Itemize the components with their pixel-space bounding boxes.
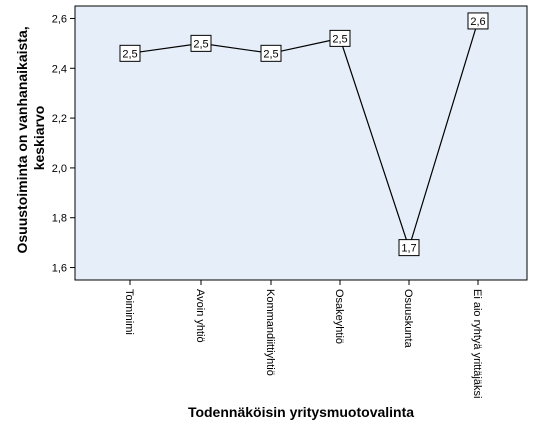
- y-axis-title-line-2: keskiarvo: [31, 106, 47, 171]
- x-tick-label: Osuuskunta: [402, 289, 414, 349]
- y-tick-label: 1,8: [52, 213, 67, 225]
- x-tick-label: Avoin yhtiö: [194, 289, 206, 343]
- data-points: 2,5 2,5 2,5 2,5 1,7 2,6: [119, 12, 489, 257]
- x-tick-label: Ei aio ryhtyä yrittäjäksi: [471, 289, 483, 398]
- data-label-box: [467, 12, 489, 30]
- y-tick-label: 2,2: [52, 113, 67, 125]
- y-tick-label: 1,6: [52, 263, 67, 275]
- x-tick-label: Kommandiittiyhtiö: [264, 289, 276, 376]
- data-point: 2,6: [467, 12, 489, 30]
- data-label: 2,5: [122, 48, 137, 60]
- data-point: 2,5: [329, 29, 351, 47]
- data-label: 2,6: [470, 16, 485, 28]
- data-point: 1,7: [398, 239, 420, 257]
- plot-area: [74, 5, 528, 281]
- y-axis: 1,6 1,8 2,0 2,2 2,4 2,6: [52, 13, 75, 275]
- data-label-box: [190, 34, 212, 52]
- series-line-group: [129, 20, 479, 250]
- data-point: 2,5: [119, 44, 141, 62]
- y-tick-label: 2,4: [52, 63, 67, 75]
- data-label-box: [398, 239, 420, 257]
- x-tick-label: Toiminimi: [123, 289, 135, 335]
- y-axis-title: Osuustoiminta on vanhanaikaista, keskiar…: [14, 22, 47, 253]
- data-label-box: [260, 44, 282, 62]
- series-line: [129, 20, 479, 250]
- data-label: 2,5: [263, 48, 278, 60]
- y-tick-label: 2,6: [52, 13, 67, 25]
- x-axis-title: Todennäköisin yritysmuotovalinta: [188, 404, 414, 420]
- data-label-box: [119, 44, 141, 62]
- data-label: 2,5: [193, 38, 208, 50]
- y-tick-label: 2,0: [52, 163, 67, 175]
- x-tick-label: Osakeyhtiö: [333, 289, 345, 344]
- data-label: 1,7: [401, 243, 416, 255]
- data-label-box: [329, 29, 351, 47]
- y-axis-title-line-1: Osuustoiminta on vanhanaikaista,: [14, 26, 30, 253]
- x-axis: Toiminimi Avoin yhtiö Kommandiittiyhtiö Osa…: [123, 280, 483, 398]
- data-point: 2,5: [260, 44, 282, 62]
- data-label: 2,5: [332, 33, 347, 45]
- data-point: 2,5: [190, 34, 212, 52]
